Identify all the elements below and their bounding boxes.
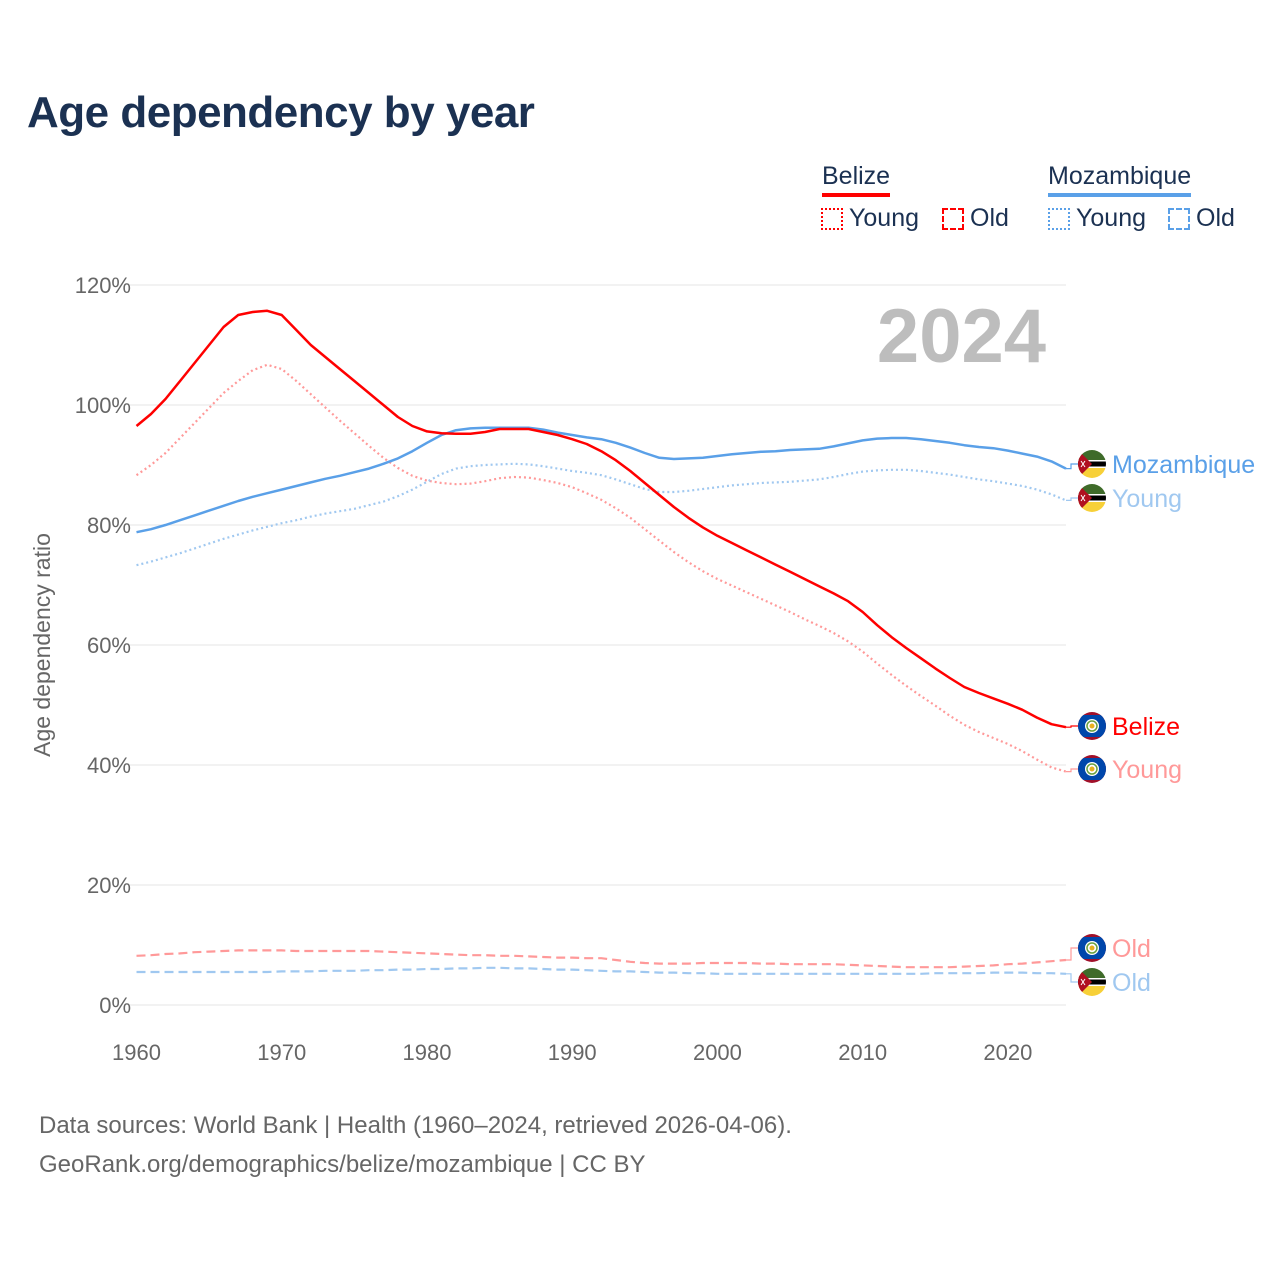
- belize-flag-icon: [1078, 934, 1106, 962]
- y-tick-label: 100%: [75, 393, 131, 418]
- data-source-text: Data sources: World Bank | Health (1960–…: [39, 1112, 792, 1139]
- end-label: Mozambique: [1112, 451, 1255, 479]
- legend-belize-old[interactable]: Old: [942, 204, 1009, 233]
- series-line-mozambique-old[interactable]: [136, 966, 1067, 975]
- dashed-swatch-icon: [942, 207, 964, 230]
- legend-belize-header[interactable]: Belize: [822, 162, 891, 197]
- dashed-swatch-icon: [1168, 207, 1190, 230]
- label-connector: [1066, 725, 1080, 728]
- end-label: Old: [1112, 969, 1151, 997]
- label-connector: [1066, 947, 1080, 961]
- end-label: Belize: [1112, 713, 1180, 741]
- label-connector: [1066, 973, 1080, 983]
- mozambique-flag-icon: [1078, 968, 1106, 996]
- y-tick-label: 20%: [87, 873, 131, 898]
- series-line-belize[interactable]: [135, 309, 1067, 729]
- series-line-mozambique-young[interactable]: [136, 462, 1067, 567]
- dotted-swatch-icon: [1048, 207, 1070, 230]
- legend-belize-young[interactable]: Young: [821, 204, 919, 233]
- legend-label: Young: [1076, 204, 1146, 232]
- legend-mozambique-young[interactable]: Young: [1048, 204, 1146, 233]
- end-label: Old: [1112, 935, 1151, 963]
- y-tick-label: 0%: [99, 993, 131, 1018]
- end-label: Young: [1112, 756, 1182, 784]
- y-tick-label: 80%: [87, 513, 131, 538]
- end-label: Young: [1112, 485, 1182, 513]
- x-tick-label: 1960: [112, 1040, 161, 1065]
- belize-flag-icon: [1078, 755, 1106, 783]
- label-connector: [1066, 497, 1080, 501]
- legend-label: Young: [849, 204, 919, 232]
- x-tick-label: 1970: [257, 1040, 306, 1065]
- year-watermark: 2024: [877, 294, 1046, 379]
- source-link[interactable]: GeoRank.org/demographics/belize/mozambiq…: [39, 1151, 646, 1178]
- y-tick-label: 60%: [87, 633, 131, 658]
- x-tick-label: 2000: [693, 1040, 742, 1065]
- legend-mozambique-header[interactable]: Mozambique: [1048, 162, 1192, 197]
- mozambique-flag-icon: [1078, 450, 1106, 478]
- dotted-swatch-icon: [821, 207, 843, 230]
- x-tick-label: 1980: [402, 1040, 451, 1065]
- legend-mozambique-underline: [1048, 193, 1192, 197]
- legend-belize-underline: [822, 193, 891, 197]
- series-line-belize-old[interactable]: [136, 949, 1067, 969]
- legend-mozambique-old[interactable]: Old: [1168, 204, 1235, 233]
- y-tick-label: 120%: [75, 273, 131, 298]
- series-line-belize-young[interactable]: [135, 363, 1067, 773]
- legend-mozambique-label: Mozambique: [1048, 162, 1192, 190]
- belize-flag-icon: [1078, 712, 1106, 740]
- y-axis-label: Age dependency ratio: [29, 533, 55, 757]
- mozambique-flag-icon: [1078, 484, 1106, 512]
- legend-label: Old: [970, 204, 1009, 232]
- legend-belize-label: Belize: [822, 162, 891, 190]
- chart-title: Age dependency by year: [27, 88, 535, 137]
- legend-label: Old: [1196, 204, 1235, 232]
- x-tick-label: 1990: [548, 1040, 597, 1065]
- footer: Data sources: World Bank | Health (1960–…: [39, 1106, 792, 1184]
- y-tick-label: 40%: [87, 753, 131, 778]
- label-connector: [1066, 463, 1080, 470]
- x-tick-label: 2010: [838, 1040, 887, 1065]
- series-line-mozambique[interactable]: [136, 426, 1067, 534]
- x-tick-label: 2020: [983, 1040, 1032, 1065]
- label-connector: [1066, 768, 1080, 773]
